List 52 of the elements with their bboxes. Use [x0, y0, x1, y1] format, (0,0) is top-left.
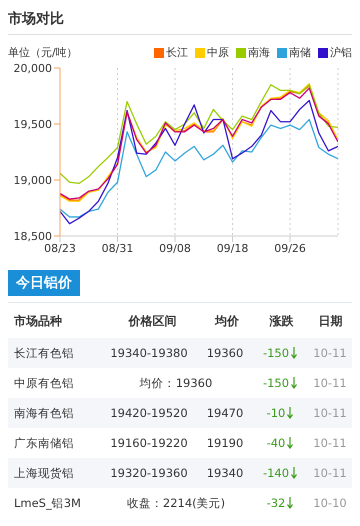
text: 19420-19520 — [110, 406, 188, 420]
text: 中原有色铝 — [14, 376, 74, 390]
text: -150 — [262, 376, 290, 390]
text: -140 — [262, 466, 290, 480]
text: 均价：19360 — [140, 376, 212, 390]
x-tick-label: 09/08 — [159, 242, 191, 255]
text: 19470 — [206, 406, 244, 420]
text: LmeS_铝3M — [14, 496, 81, 510]
legend-label: 长江 — [166, 45, 188, 60]
text: 今日铝价 — [8, 270, 80, 296]
x-tick-label: 08/31 — [102, 242, 134, 255]
legend-label: 南储 — [289, 45, 311, 60]
text: 10-11 — [313, 406, 347, 420]
chart-title: 市场对比 — [8, 8, 352, 35]
x-tick-label: 08/23 — [44, 242, 76, 255]
text: -40 — [266, 436, 286, 450]
text: 10-11 — [313, 436, 347, 450]
y-tick-label: 19,500 — [14, 118, 52, 131]
category-label: 日期 — [317, 313, 344, 330]
text: 广东南储铝 — [14, 436, 74, 450]
y-tick-label: 20,000 — [14, 62, 52, 75]
text: 19160-19220 — [110, 436, 188, 450]
category-label: 均价 — [214, 313, 240, 330]
text: -32 — [266, 496, 286, 510]
text: 10-11 — [313, 466, 347, 480]
text: 南海有色铝 — [14, 406, 74, 420]
line-series — [60, 100, 338, 224]
category-label: 涨跌 — [268, 313, 294, 330]
y-axis-title: 单位（元/吨） — [8, 45, 78, 60]
text: 10-11 — [313, 376, 347, 390]
text: 19340-19380 — [110, 346, 188, 360]
text: 19340 — [206, 466, 244, 480]
text: 10-10 — [313, 496, 347, 510]
text: 10-11 — [313, 346, 347, 360]
text: -10 — [266, 406, 286, 420]
line-series — [60, 118, 338, 218]
text: 上海现货铝 — [14, 466, 74, 480]
category-label: 价格区间 — [127, 313, 178, 330]
legend-label: 沪铝 — [330, 45, 352, 60]
text: 19360 — [206, 346, 244, 360]
x-tick-label: 09/18 — [216, 242, 248, 255]
text: 19320-19360 — [110, 466, 188, 480]
x-tick-label: 09/26 — [274, 242, 306, 255]
text: -150 — [262, 346, 290, 360]
text: 长江有色铝 — [14, 346, 74, 360]
text: 收盘：2214(美元) — [126, 496, 226, 510]
legend-label: 南海 — [248, 45, 270, 60]
legend-label: 中原 — [207, 45, 229, 60]
text: 19190 — [206, 436, 244, 450]
category-label: 市场品种 — [13, 313, 63, 330]
y-tick-label: 19,000 — [14, 174, 52, 187]
y-tick-label: 18,500 — [14, 230, 52, 243]
